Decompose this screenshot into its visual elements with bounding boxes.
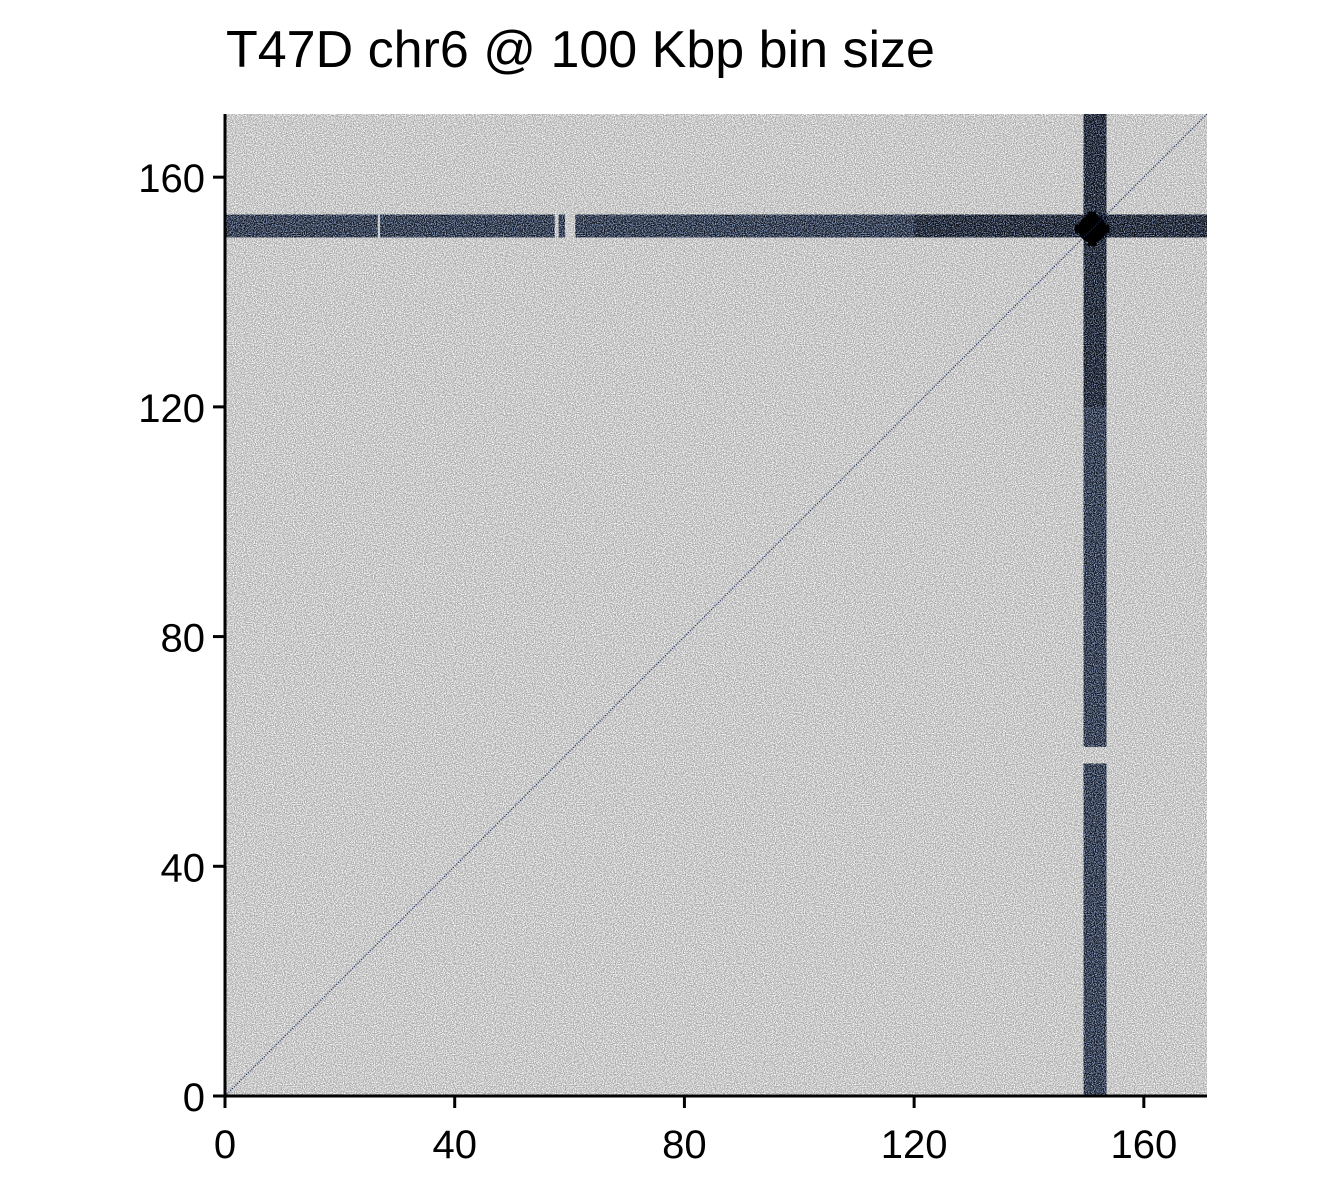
band-dark-core-horizontal [914, 214, 1207, 238]
y-tick-label: 160 [138, 157, 205, 201]
x-tick-label: 160 [1110, 1123, 1177, 1167]
y-tick-label: 0 [183, 1076, 205, 1120]
horizontal-band-texture-1 [380, 214, 555, 238]
band-dark-core-vertical [1083, 114, 1107, 407]
chart-title: T47D chr6 @ 100 Kbp bin size [226, 21, 935, 79]
horizontal-band-texture-0 [225, 214, 378, 238]
x-tick-label: 40 [432, 1123, 477, 1167]
y-tick-label: 120 [138, 387, 205, 431]
background-speckle [225, 114, 1207, 1096]
vertical-band-texture-0 [1083, 763, 1107, 1096]
x-tick-label: 0 [214, 1123, 236, 1167]
horizontal-band-texture-2 [558, 214, 565, 238]
axes: 0 40 80 120 160 0 40 80 120 160 [138, 114, 1207, 1167]
y-tick-label: 40 [161, 846, 206, 890]
y-tick-label: 80 [161, 617, 206, 661]
x-tick-label: 120 [881, 1123, 948, 1167]
x-tick-label: 80 [662, 1123, 707, 1167]
heatmap-plot-area [224, 113, 1208, 1097]
hotspot [1078, 214, 1107, 243]
